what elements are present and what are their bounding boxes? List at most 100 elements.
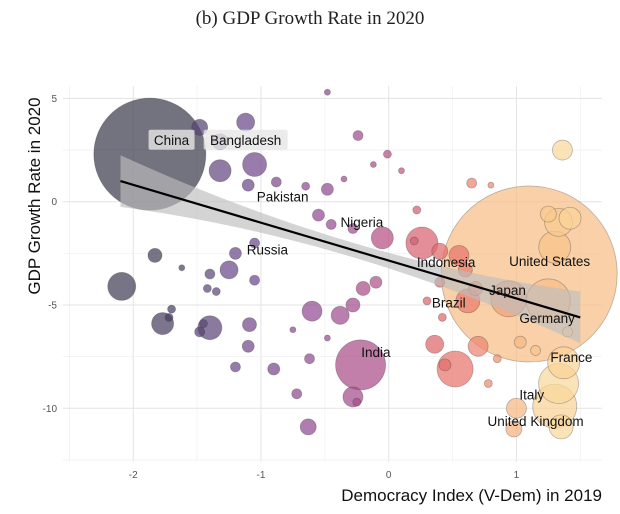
bubble-point [448, 245, 470, 266]
country-label: China [148, 129, 195, 150]
country-label-text: India [361, 345, 391, 360]
bubble-point [466, 177, 478, 189]
bubble-point [345, 297, 361, 313]
bubble-point [506, 397, 527, 419]
bubble-point [167, 304, 176, 314]
bubble-point [437, 312, 447, 322]
regression-line [120, 155, 581, 344]
y-tick-label: -10 [43, 404, 58, 415]
x-axis-title: Democracy Index (V-Dem) in 2019 [341, 486, 602, 505]
bubble-point [304, 353, 315, 365]
bubble-point [267, 362, 281, 376]
bubble-point [289, 326, 297, 334]
bubble-point [340, 175, 348, 183]
country-label: India [361, 345, 391, 360]
bubble-point [422, 296, 432, 306]
y-tick-label: 0 [51, 197, 57, 208]
bubble-point [312, 208, 325, 222]
country-label: United Kingdom [488, 414, 584, 429]
x-tick-label: 0 [386, 470, 392, 481]
label-box [203, 129, 288, 150]
y-axis-title: GDP Growth Rate in 2020 [25, 97, 44, 294]
country-label-text: Japan [489, 283, 526, 298]
bubble-point [229, 246, 242, 260]
country-label: Nigeria [340, 215, 383, 230]
country-label-text: Bangladesh [210, 133, 281, 148]
bubble-point [398, 167, 405, 175]
bubble-point [505, 420, 523, 438]
bubble-point [438, 358, 452, 372]
bubble-point [219, 260, 239, 280]
bubble-point [412, 205, 422, 215]
bubble-point [492, 354, 502, 364]
bubble-point [352, 397, 362, 407]
bubble-point [405, 226, 439, 260]
bubble-point [530, 345, 541, 356]
bubble-point [270, 176, 282, 188]
country-label-text: China [154, 133, 190, 148]
country-label-text: France [550, 350, 592, 365]
country-label: Bangladesh [203, 129, 288, 150]
bubble-point [249, 237, 260, 249]
bubble-point [370, 226, 394, 250]
country-labels: China Bangladesh Pakistan Nigeria Russia Indo… [148, 129, 592, 429]
y-tick-label: 5 [51, 94, 57, 105]
y-tick-label: -5 [48, 300, 57, 311]
bubble-point [291, 388, 303, 400]
x-tick-label: 1 [514, 470, 520, 481]
fit-line [120, 179, 581, 319]
country-label: Pakistan [257, 190, 309, 205]
country-label-text: United States [509, 254, 590, 269]
bubble-point [242, 317, 257, 333]
bubble-point [202, 284, 212, 293]
bubble-point [241, 178, 255, 192]
bubble-point [558, 206, 582, 230]
country-label-text: Russia [247, 243, 289, 258]
country-label: Russia [247, 243, 289, 258]
bubble-point [539, 205, 557, 223]
country-label-text: Indonesia [417, 255, 476, 270]
country-label: Italy [519, 387, 544, 402]
chart-title: (b) GDP Growth Rate in 2020 [195, 8, 425, 29]
bubble-point [352, 130, 364, 141]
bubble-point [548, 414, 574, 440]
x-tick-label: -1 [257, 470, 266, 481]
bubble-point [194, 326, 206, 338]
bubble-point [242, 152, 267, 177]
x-tick-label: -2 [129, 470, 138, 481]
bubble-point [230, 361, 241, 373]
bubble-point [467, 335, 489, 357]
bubble-point [208, 159, 232, 183]
bubble-point [241, 339, 255, 353]
country-label: Japan [489, 283, 526, 298]
bubble-point [369, 275, 383, 289]
country-label: United States [509, 254, 590, 269]
bubble-point [483, 379, 493, 388]
country-label: Indonesia [417, 255, 476, 270]
bubble-point [547, 346, 581, 380]
bubble-point [107, 271, 137, 301]
bubble-point [383, 149, 392, 159]
bubble-point [369, 161, 377, 168]
country-label-text: Nigeria [340, 215, 383, 230]
bubble-point [249, 274, 260, 286]
country-label-text: Brazil [432, 295, 466, 310]
bubble-point [301, 300, 323, 322]
bubble-point [320, 182, 334, 196]
bubble-point [199, 319, 208, 328]
bubble-point [487, 181, 495, 189]
bubble-point [425, 334, 445, 354]
country-label: Germany [519, 311, 575, 326]
bubble-point [330, 305, 350, 325]
bubble-point [325, 219, 337, 230]
label-box [148, 129, 195, 150]
bubble-point [355, 281, 371, 296]
bubble-point [164, 312, 174, 322]
bubble-point [323, 88, 331, 96]
bubble-point [178, 264, 186, 272]
country-label-text: United Kingdom [488, 414, 584, 429]
bubble-point [552, 139, 573, 161]
country-label-text: Pakistan [257, 190, 309, 205]
bubble-point [301, 181, 311, 191]
